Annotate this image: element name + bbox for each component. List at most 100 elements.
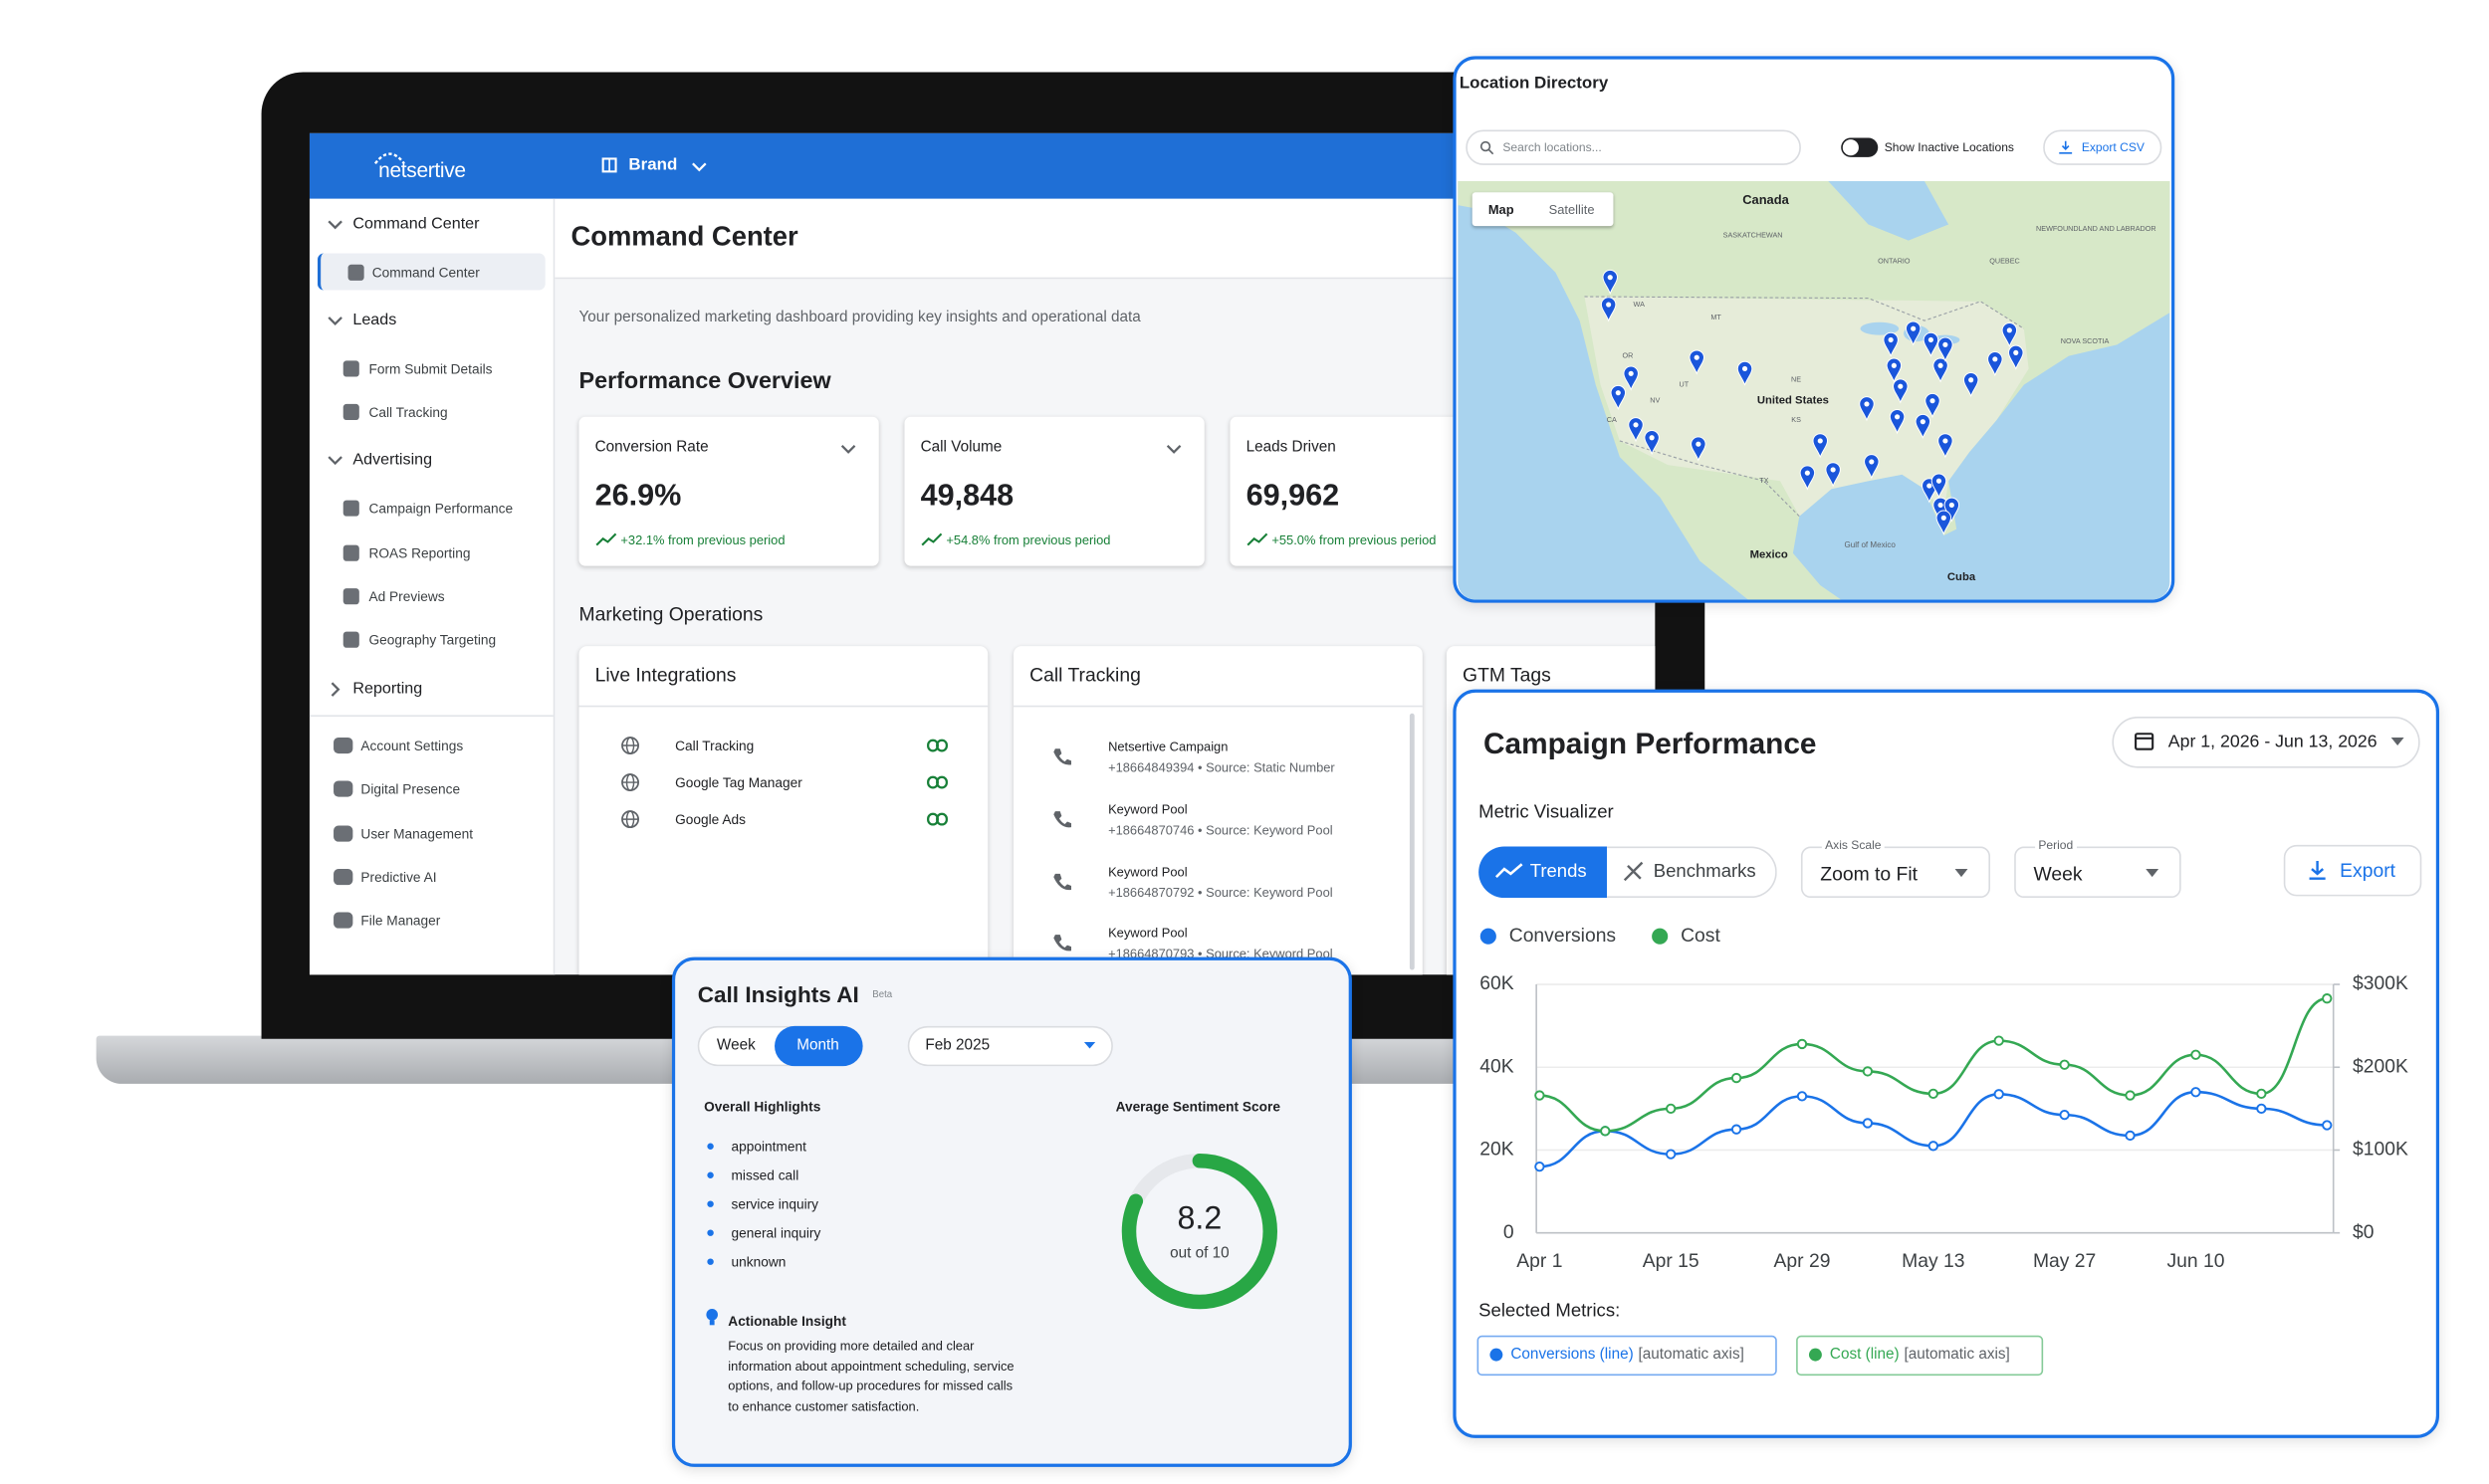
trends-icon bbox=[1494, 863, 1523, 879]
map-pin bbox=[1600, 297, 1617, 322]
section-chevron-shape bbox=[328, 456, 342, 466]
map-pin-dot bbox=[1696, 441, 1701, 447]
link-icon-shape bbox=[936, 775, 948, 789]
map-pin-dot bbox=[1615, 390, 1621, 396]
date-range: Apr 1, 2026 - Jun 13, 2026 bbox=[2167, 733, 2377, 752]
data-point bbox=[2256, 1088, 2267, 1100]
map-pin-dot bbox=[1607, 275, 1613, 281]
map-pin bbox=[1930, 473, 1947, 499]
sentiment-gauge bbox=[1121, 1153, 1278, 1310]
data-point bbox=[2059, 1059, 2070, 1070]
period-active bbox=[775, 1025, 863, 1067]
chip-dot bbox=[1489, 1348, 1503, 1362]
sidebar-item: Geography Targeting bbox=[368, 631, 497, 648]
bullet bbox=[707, 1171, 714, 1178]
sidebar-icon bbox=[342, 360, 359, 377]
phone-icon bbox=[1053, 873, 1072, 891]
period-option: Week bbox=[716, 1036, 756, 1055]
map-pin-dot bbox=[1864, 401, 1870, 407]
brand-icon bbox=[601, 157, 617, 173]
x-tick-label: Apr 1 bbox=[1516, 1251, 1562, 1272]
map: Canada SASKATCHEWAN ONTARIO QUEBEC NEWFOUNDL… bbox=[1458, 181, 2170, 600]
section-chevron bbox=[331, 682, 340, 697]
globe-icon bbox=[621, 773, 639, 792]
trends-icon-shape bbox=[1494, 863, 1523, 879]
bulb-icon-shape bbox=[709, 1320, 715, 1326]
panel bbox=[1453, 689, 2440, 1438]
data-point bbox=[2190, 1049, 2201, 1060]
sidebar-item: Campaign Performance bbox=[368, 500, 514, 517]
map-pin-dot bbox=[1911, 325, 1917, 331]
sidebar-item: Form Submit Details bbox=[368, 360, 493, 377]
map-pin bbox=[2008, 344, 2024, 370]
sidebar-section: Leads bbox=[352, 312, 397, 330]
map-pin-dot bbox=[1935, 478, 1942, 484]
phone-icon-shape bbox=[1053, 811, 1072, 828]
card-title: Live Integrations bbox=[594, 663, 737, 687]
map-pin-dot bbox=[2006, 327, 2012, 333]
link-icon bbox=[927, 812, 948, 826]
card-divider bbox=[1014, 705, 1423, 708]
kpi-chevron bbox=[840, 445, 856, 454]
month-caret-shape bbox=[1083, 1042, 1096, 1049]
map-label: MT bbox=[1710, 313, 1721, 321]
map-pin-dot bbox=[1992, 356, 1998, 362]
sidebar-icon-shape bbox=[342, 360, 359, 377]
data-point bbox=[1862, 1066, 1874, 1077]
kpi-label: Conversion Rate bbox=[594, 438, 709, 457]
y-tick-label: 0 bbox=[1503, 1222, 1514, 1243]
map-pin bbox=[1610, 384, 1627, 411]
map-label: OR bbox=[1623, 351, 1634, 360]
map-pin bbox=[1883, 331, 1899, 357]
sidebar-icon bbox=[342, 588, 359, 605]
dropdown-label: Axis Scale bbox=[1821, 837, 1885, 853]
kpi-label: Call Volume bbox=[920, 438, 1003, 457]
map-pin-dot bbox=[1830, 467, 1836, 473]
map-pin bbox=[1864, 454, 1880, 480]
map-pin bbox=[1736, 360, 1753, 386]
legend-label: Conversions bbox=[1509, 926, 1616, 947]
map-pin bbox=[1825, 462, 1841, 488]
section-label: Overall Highlights bbox=[704, 1098, 821, 1115]
bullet bbox=[707, 1200, 714, 1207]
date-picker bbox=[2112, 717, 2420, 768]
data-point bbox=[1666, 1103, 1677, 1115]
sidebar-icon bbox=[334, 780, 353, 797]
integration-name: Google Tag Manager bbox=[675, 774, 802, 791]
calendar-icon-shape bbox=[2135, 733, 2154, 750]
data-point bbox=[1862, 1118, 1874, 1129]
data-point bbox=[2059, 1109, 2070, 1121]
dropdown bbox=[1800, 846, 1991, 899]
logo-mark-shape bbox=[373, 152, 405, 165]
sidebar-item: Ad Previews bbox=[368, 588, 445, 605]
phone-icon-shape bbox=[1053, 935, 1072, 952]
map-pin bbox=[1937, 336, 1953, 362]
data-point bbox=[1534, 1090, 1545, 1101]
phone-icon-shape bbox=[1053, 748, 1072, 765]
trend-icon bbox=[1246, 532, 1268, 546]
map-pin bbox=[1935, 510, 1952, 535]
card-title: Call Tracking bbox=[1029, 663, 1141, 687]
panel-title: Location Directory bbox=[1459, 74, 1609, 94]
globe-icon bbox=[621, 737, 639, 754]
map-label: CA bbox=[1607, 415, 1617, 424]
section-chevron-shape bbox=[328, 317, 342, 325]
map-label: TX bbox=[1759, 476, 1768, 485]
dropdown-caret bbox=[1954, 869, 1968, 878]
toggle-label: Show Inactive Locations bbox=[1884, 139, 2014, 155]
data-point bbox=[1993, 1089, 2004, 1100]
panel-title: Call Insights AI bbox=[697, 980, 859, 1007]
chip-text: Conversions (line) [automatic axis] bbox=[1510, 1346, 1743, 1364]
logo-mark bbox=[373, 152, 405, 165]
map-pin-dot bbox=[1942, 438, 1948, 444]
section-title: Performance Overview bbox=[578, 368, 831, 395]
chip-name: Conversions (line) bbox=[1510, 1346, 1634, 1364]
y-tick-label: 40K bbox=[1479, 1056, 1513, 1077]
card-divider bbox=[578, 705, 989, 708]
map-pin bbox=[1915, 413, 1931, 440]
sidebar-icon-shape bbox=[334, 780, 353, 797]
data-point bbox=[2256, 1103, 2267, 1115]
brand-chevron bbox=[692, 162, 707, 172]
kpi-label: Leads Driven bbox=[1245, 438, 1336, 457]
